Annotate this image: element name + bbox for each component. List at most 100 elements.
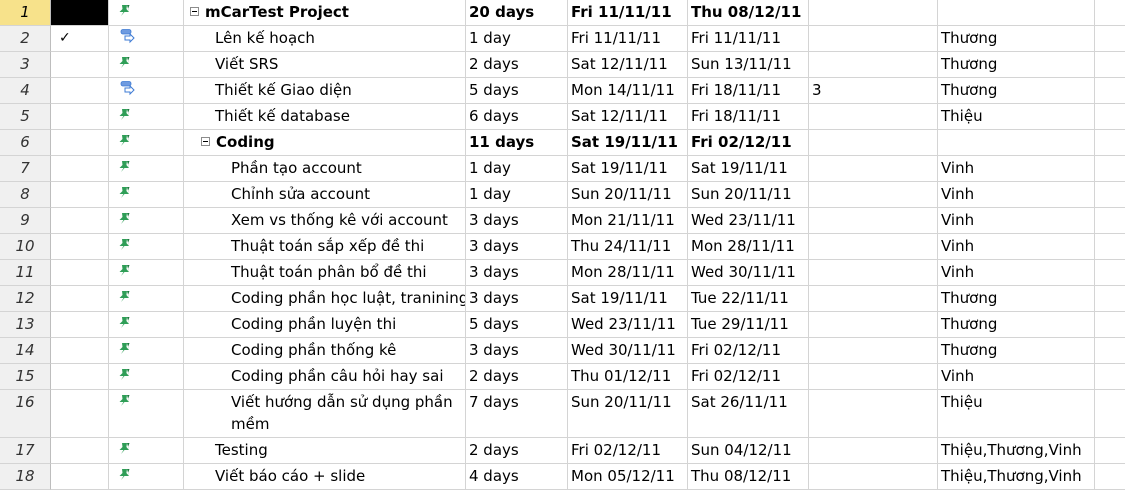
start-cell[interactable]: Wed 30/11/11 <box>568 338 688 364</box>
extra-cell[interactable] <box>1095 0 1125 26</box>
duration-cell[interactable]: 11 days <box>466 130 568 156</box>
duration-cell[interactable]: 2 days <box>466 364 568 390</box>
duration-cell[interactable]: 1 day <box>466 26 568 52</box>
task-name-cell[interactable]: Thiết kế Giao diện <box>184 78 466 104</box>
duration-cell[interactable]: 5 days <box>466 78 568 104</box>
indicator-cell[interactable] <box>51 338 109 364</box>
indicator-cell[interactable] <box>51 390 109 438</box>
extra-cell[interactable] <box>1095 364 1125 390</box>
task-name-cell[interactable]: Viết báo cáo + slide <box>184 464 466 490</box>
resource-cell[interactable]: Thương <box>938 286 1095 312</box>
task-name-cell[interactable]: Coding phần câu hỏi hay sai <box>184 364 466 390</box>
task-mode-cell[interactable] <box>109 390 184 438</box>
task-name-cell[interactable]: Testing <box>184 438 466 464</box>
finish-cell[interactable]: Sat 19/11/11 <box>688 156 809 182</box>
extra-cell[interactable] <box>1095 464 1125 490</box>
start-cell[interactable]: Mon 28/11/11 <box>568 260 688 286</box>
resource-cell[interactable]: Thương <box>938 78 1095 104</box>
start-cell[interactable]: Mon 14/11/11 <box>568 78 688 104</box>
collapse-toggle-icon[interactable] <box>201 137 210 146</box>
resource-cell[interactable]: Vinh <box>938 234 1095 260</box>
duration-cell[interactable]: 4 days <box>466 464 568 490</box>
indicator-cell[interactable] <box>51 312 109 338</box>
row-number[interactable]: 9 <box>0 208 51 234</box>
row-number[interactable]: 16 <box>0 390 51 438</box>
row-number[interactable]: 8 <box>0 182 51 208</box>
resource-cell[interactable]: Thương <box>938 26 1095 52</box>
task-mode-cell[interactable] <box>109 182 184 208</box>
duration-cell[interactable]: 20 days <box>466 0 568 26</box>
duration-cell[interactable]: 6 days <box>466 104 568 130</box>
predecessors-cell[interactable] <box>809 260 938 286</box>
predecessors-cell[interactable] <box>809 364 938 390</box>
start-cell[interactable]: Wed 23/11/11 <box>568 312 688 338</box>
resource-cell[interactable]: Thiệu <box>938 104 1095 130</box>
start-cell[interactable]: Mon 21/11/11 <box>568 208 688 234</box>
task-name-cell[interactable]: Coding phần học luật, tranining <box>184 286 466 312</box>
resource-cell[interactable]: Vinh <box>938 260 1095 286</box>
task-name-cell[interactable]: Thuật toán phân bổ đề thi <box>184 260 466 286</box>
task-mode-cell[interactable] <box>109 286 184 312</box>
resource-cell[interactable]: Thương <box>938 338 1095 364</box>
indicator-cell[interactable] <box>51 286 109 312</box>
extra-cell[interactable] <box>1095 438 1125 464</box>
finish-cell[interactable]: Fri 18/11/11 <box>688 104 809 130</box>
row-number[interactable]: 6 <box>0 130 51 156</box>
task-mode-cell[interactable] <box>109 364 184 390</box>
predecessors-cell[interactable] <box>809 208 938 234</box>
row-number[interactable]: 2 <box>0 26 51 52</box>
duration-cell[interactable]: 3 days <box>466 338 568 364</box>
extra-cell[interactable] <box>1095 52 1125 78</box>
row-number[interactable]: 18 <box>0 464 51 490</box>
resource-cell[interactable]: Thiệu,Thương,Vinh <box>938 464 1095 490</box>
finish-cell[interactable]: Tue 22/11/11 <box>688 286 809 312</box>
resource-cell[interactable]: Thiệu,Thương,Vinh <box>938 438 1095 464</box>
predecessors-cell[interactable] <box>809 182 938 208</box>
task-mode-cell[interactable] <box>109 312 184 338</box>
predecessors-cell[interactable] <box>809 312 938 338</box>
indicator-cell[interactable] <box>51 52 109 78</box>
duration-cell[interactable]: 2 days <box>466 438 568 464</box>
task-name-cell[interactable]: Coding phần thống kê <box>184 338 466 364</box>
task-mode-cell[interactable] <box>109 464 184 490</box>
predecessors-cell[interactable] <box>809 390 938 438</box>
duration-cell[interactable]: 5 days <box>466 312 568 338</box>
extra-cell[interactable] <box>1095 26 1125 52</box>
start-cell[interactable]: Fri 02/12/11 <box>568 438 688 464</box>
resource-cell[interactable]: Vinh <box>938 364 1095 390</box>
row-number[interactable]: 14 <box>0 338 51 364</box>
finish-cell[interactable]: Wed 30/11/11 <box>688 260 809 286</box>
predecessors-cell[interactable] <box>809 438 938 464</box>
task-mode-cell[interactable] <box>109 338 184 364</box>
finish-cell[interactable]: Mon 28/11/11 <box>688 234 809 260</box>
indicator-cell[interactable] <box>51 104 109 130</box>
finish-cell[interactable]: Fri 11/11/11 <box>688 26 809 52</box>
task-name-cell[interactable]: Xem vs thống kê với account <box>184 208 466 234</box>
extra-cell[interactable] <box>1095 104 1125 130</box>
indicator-cell[interactable] <box>51 182 109 208</box>
extra-cell[interactable] <box>1095 156 1125 182</box>
indicator-cell[interactable] <box>51 364 109 390</box>
finish-cell[interactable]: Sun 20/11/11 <box>688 182 809 208</box>
duration-cell[interactable]: 3 days <box>466 208 568 234</box>
predecessors-cell[interactable] <box>809 104 938 130</box>
extra-cell[interactable] <box>1095 260 1125 286</box>
finish-cell[interactable]: Thu 08/12/11 <box>688 464 809 490</box>
extra-cell[interactable] <box>1095 208 1125 234</box>
task-mode-cell[interactable] <box>109 260 184 286</box>
indicator-cell[interactable] <box>51 0 109 26</box>
indicator-cell[interactable] <box>51 260 109 286</box>
task-name-cell[interactable]: Phần tạo account <box>184 156 466 182</box>
indicator-cell[interactable] <box>51 464 109 490</box>
predecessors-cell[interactable] <box>809 26 938 52</box>
task-mode-cell[interactable] <box>109 78 184 104</box>
predecessors-cell[interactable] <box>809 234 938 260</box>
start-cell[interactable]: Sat 19/11/11 <box>568 130 688 156</box>
start-cell[interactable]: Sat 19/11/11 <box>568 156 688 182</box>
row-number[interactable]: 10 <box>0 234 51 260</box>
start-cell[interactable]: Thu 24/11/11 <box>568 234 688 260</box>
task-name-cell[interactable]: mCarTest Project <box>184 0 466 26</box>
finish-cell[interactable]: Sat 26/11/11 <box>688 390 809 438</box>
indicator-cell[interactable] <box>51 156 109 182</box>
predecessors-cell[interactable] <box>809 0 938 26</box>
